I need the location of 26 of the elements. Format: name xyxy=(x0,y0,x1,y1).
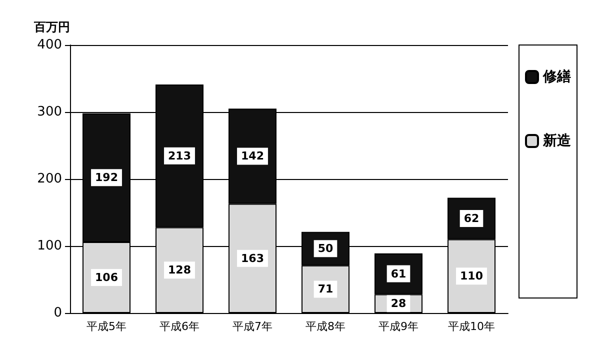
data-label: 128 xyxy=(168,264,191,277)
data-label: 110 xyxy=(460,270,484,283)
data-label: 62 xyxy=(464,212,480,226)
data-label: 50 xyxy=(318,242,334,256)
data-label: 61 xyxy=(390,267,406,280)
y-tick-label: 200 xyxy=(37,172,62,186)
data-label: 106 xyxy=(95,270,118,284)
x-tick-label: 平成5年 xyxy=(86,320,126,333)
legend-label: 修繕 xyxy=(542,69,571,85)
x-tick-label: 平成8年 xyxy=(306,320,346,333)
data-label: 142 xyxy=(241,150,264,163)
y-tick-label: 0 xyxy=(54,306,62,320)
data-label: 163 xyxy=(241,252,264,265)
legend-label: 新造 xyxy=(542,132,572,149)
x-tick-label: 平成7年 xyxy=(232,320,272,333)
y-tick-label: 400 xyxy=(37,38,62,52)
y-tick-label: 300 xyxy=(37,104,62,120)
data-label: 28 xyxy=(390,297,406,310)
x-tick-label: 平成10年 xyxy=(448,320,495,333)
x-tick-label: 平成9年 xyxy=(378,320,418,333)
data-label: 192 xyxy=(95,171,118,184)
data-label: 71 xyxy=(318,282,334,296)
x-tick-label: 平成6年 xyxy=(160,320,200,333)
y-tick-label: 100 xyxy=(37,238,62,254)
y-axis-title: 百万円 xyxy=(33,20,70,34)
data-label: 213 xyxy=(168,149,191,162)
